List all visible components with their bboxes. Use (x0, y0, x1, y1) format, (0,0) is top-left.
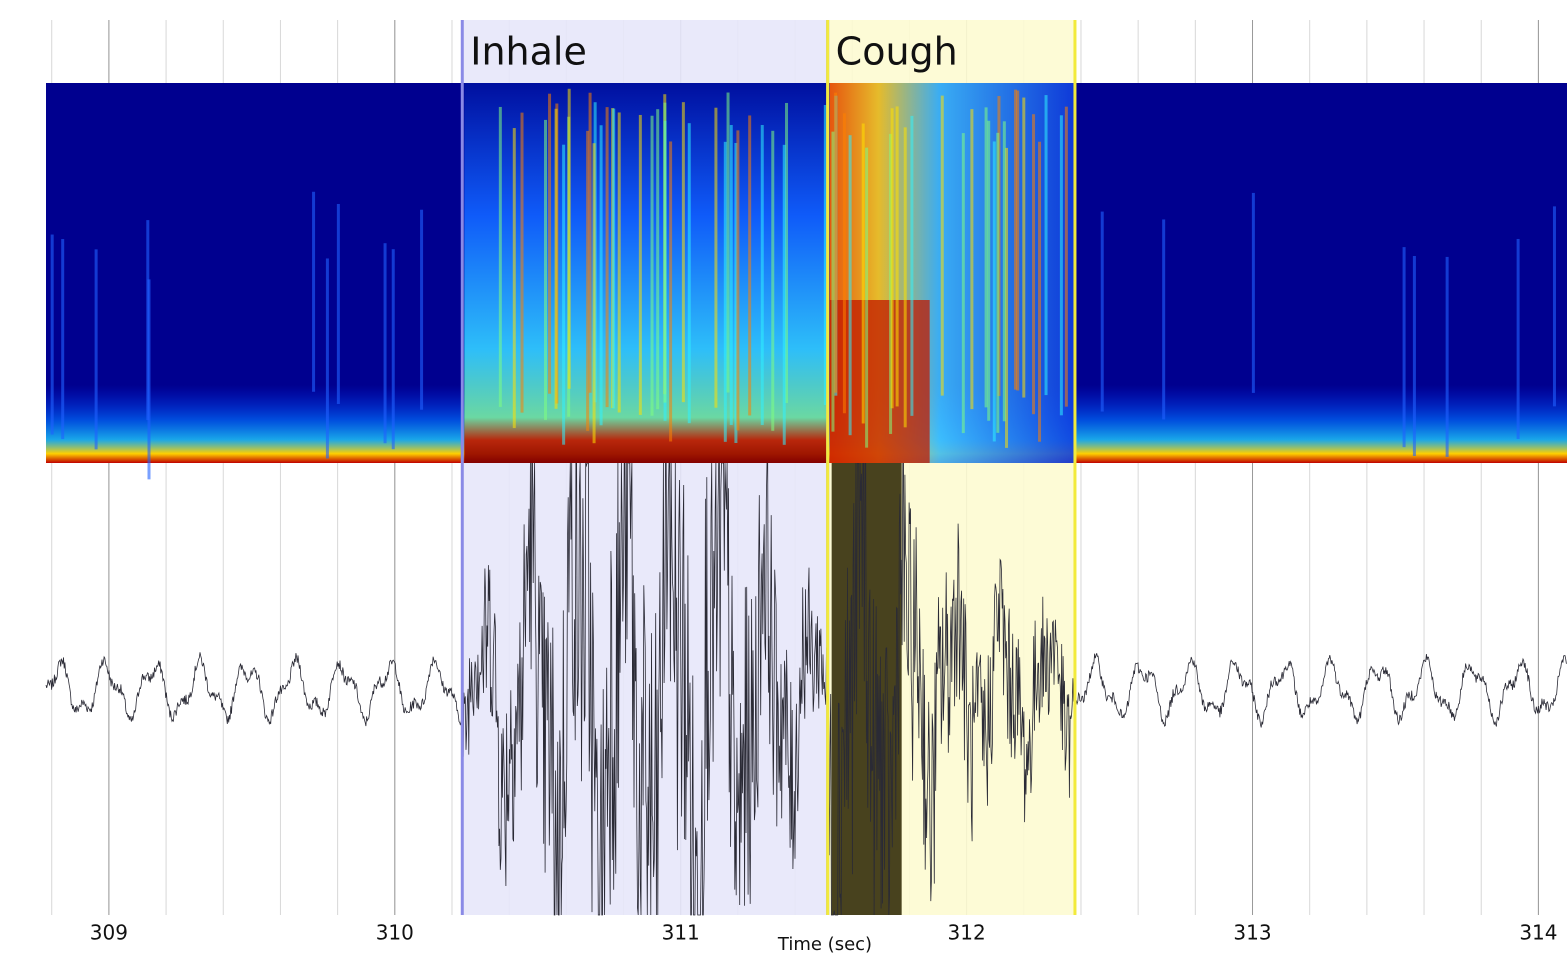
spectrogram-streak (312, 191, 316, 392)
spectrogram-streak (889, 133, 893, 434)
spectrogram-streak (1016, 90, 1020, 391)
spectrogram-streak (831, 131, 835, 432)
spectrogram-streak (895, 106, 899, 407)
spectrogram-streak (736, 130, 740, 431)
spectrogram-streak (1162, 219, 1166, 420)
spectrogram-streak (94, 249, 98, 450)
tick-label: 311 (662, 921, 700, 945)
spectrogram-streak (512, 128, 516, 429)
spectrogram-streak (638, 114, 642, 415)
spectrogram-streak (992, 141, 996, 442)
spectrogram-streak (726, 92, 730, 393)
labels: 309 310 311 312 313 314 Inhale Cough (90, 30, 1558, 945)
spectrogram-streak (391, 249, 395, 450)
spectrogram-streak (771, 130, 775, 431)
spectrogram-streak (520, 112, 524, 413)
tick-label: 309 (90, 921, 128, 945)
spectrogram-streak (1044, 95, 1048, 396)
spectrogram-streak (714, 107, 718, 408)
tick-label: 312 (948, 921, 986, 945)
spectrogram-streak (760, 125, 764, 426)
spectrogram-streak (599, 125, 603, 426)
spectrogram-streak (834, 92, 838, 393)
spectrogram-streak (617, 112, 621, 413)
spectrogram-streak (987, 120, 991, 421)
spectrogram-streak (663, 102, 667, 403)
spectrogram-streak (996, 132, 1000, 433)
spectrogram-streak (544, 119, 548, 420)
spectrogram-streak (586, 130, 590, 431)
spectrogram-streak (1445, 256, 1449, 457)
spectrogram-streak (910, 115, 914, 416)
spectrogram-streak (1412, 256, 1416, 457)
spectrogram-streak (383, 243, 387, 444)
spectrogram-streak (961, 133, 965, 434)
spectrogram-streak (940, 95, 944, 396)
spectrogram-streak (865, 147, 869, 448)
spectrogram-streak (1032, 114, 1036, 415)
spectrogram-streak (687, 123, 691, 424)
spectrogram-streak (723, 141, 727, 442)
spectrogram-streak (1059, 115, 1063, 416)
spectrogram-streak (785, 102, 789, 403)
spectrogram-streak (336, 203, 340, 404)
waveform-trace (45, 462, 1567, 916)
spectrogram-streak (1251, 192, 1255, 393)
spectrogram-streak (903, 127, 907, 428)
spectrogram-streak (498, 106, 502, 407)
spectrogram-streak (729, 125, 733, 426)
spectrogram-streak (656, 109, 660, 410)
spectrogram-streak (861, 123, 865, 424)
spectrogram-streak (734, 143, 738, 444)
spectrogram-streak (420, 209, 424, 410)
spectrogram-streak (1064, 106, 1068, 407)
spectrogram-streak (592, 143, 596, 444)
spectrogram-streak (1516, 238, 1520, 439)
spectrogram-inhale (464, 83, 827, 463)
spectrogram-streak (970, 109, 974, 410)
region-label: Inhale (470, 30, 587, 74)
spectrogram-streak (842, 113, 846, 414)
spectrogram-streak (50, 234, 54, 435)
spectrogram-streak (1038, 141, 1042, 442)
spectrogram-streak (650, 115, 654, 416)
spectrogram-streak (782, 144, 786, 445)
spectrogram-streak (1022, 97, 1026, 398)
spectrogram-streak (1005, 147, 1009, 448)
region-edges (460, 20, 1077, 915)
spectrogram-streak (748, 115, 752, 416)
spectrogram-streak (588, 92, 592, 393)
spectrogram-streak (612, 108, 616, 409)
spectrogram-streak (823, 104, 827, 405)
spectrogram-streak (61, 239, 65, 440)
tick-label: 313 (1233, 921, 1271, 945)
spectrogram-streak (325, 258, 329, 459)
tick-label: 314 (1519, 921, 1557, 945)
spectrogram-streak (681, 102, 685, 403)
spectrogram-streak (890, 108, 894, 409)
spectrogram-streak (984, 107, 988, 408)
spectrogram-streak (1014, 89, 1018, 390)
spectrogram-streak (554, 108, 558, 409)
spectrogram-streak (1002, 121, 1006, 422)
waveform (45, 462, 1567, 916)
spectrogram-streak (567, 88, 571, 389)
spectrogram-streak (669, 141, 673, 442)
tick-label: 310 (376, 921, 414, 945)
spectrogram-streak (548, 93, 552, 394)
spectrogram-streak (1402, 247, 1406, 448)
spectrogram (46, 83, 1567, 480)
spectrogram-streak (1100, 211, 1104, 412)
spectrogram-streak (1552, 206, 1556, 407)
region-label: Cough (836, 30, 958, 74)
spectrogram-streak (147, 279, 151, 480)
spectrogram-streak (848, 135, 852, 436)
axis-label: Time (sec) (777, 934, 872, 955)
spectrogram-streak (562, 144, 566, 445)
spectrogram-streak (605, 107, 609, 408)
